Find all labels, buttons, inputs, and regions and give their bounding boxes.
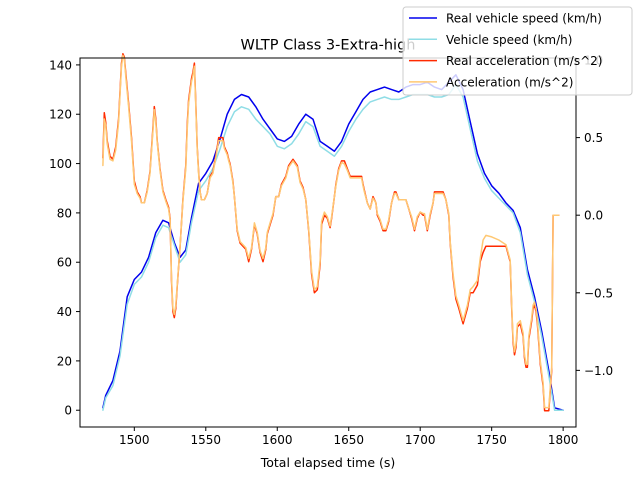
y-tick-label: 20 (57, 354, 72, 368)
x-axis-label: Total elapsed time (s) (260, 455, 396, 470)
series-line-0 (102, 74, 564, 411)
y2-tick-label: −0.5 (584, 286, 613, 300)
legend-label: Real acceleration (m/s^2) (446, 54, 602, 68)
x-tick-label: 1800 (548, 433, 579, 447)
x-tick-label: 1500 (119, 433, 150, 447)
legend: Real vehicle speed (km/h) Vehicle speed (… (402, 6, 633, 96)
legend-label: Real vehicle speed (km/h) (446, 12, 602, 26)
legend-box (402, 6, 633, 96)
x-tick-label: 1550 (191, 433, 222, 447)
chart-title: WLTP Class 3-Extra-high (241, 38, 416, 54)
y-tick-label: 0 (64, 404, 72, 418)
series-line-1 (102, 83, 564, 411)
y-tick-label: 100 (49, 157, 72, 171)
y-tick-label: 120 (49, 108, 72, 122)
y2-tick-label: −1.0 (584, 364, 613, 378)
x-tick-label: 1750 (476, 433, 507, 447)
y2-tick-label: 0.0 (584, 209, 603, 223)
x-tick-label: 1700 (405, 433, 436, 447)
y-axis-left-ticks: 0 20 40 60 80 100 120 140 (49, 58, 80, 418)
series-line-3 (102, 54, 560, 409)
x-tick-label: 1650 (333, 433, 364, 447)
x-axis-ticks: 1500 1550 1600 1650 1700 1750 1800 (119, 427, 578, 447)
series-layer (102, 53, 564, 412)
y-tick-label: 60 (57, 256, 72, 270)
y-tick-label: 40 (57, 305, 72, 319)
y-tick-label: 80 (57, 206, 72, 220)
legend-label: Vehicle speed (km/h) (446, 33, 572, 47)
plot-frame (79, 57, 577, 428)
y2-tick-label: 0.5 (584, 131, 603, 145)
legend-label: Acceleration (m/s^2) (446, 75, 573, 89)
x-tick-label: 1600 (262, 433, 293, 447)
y-tick-label: 140 (49, 58, 72, 72)
